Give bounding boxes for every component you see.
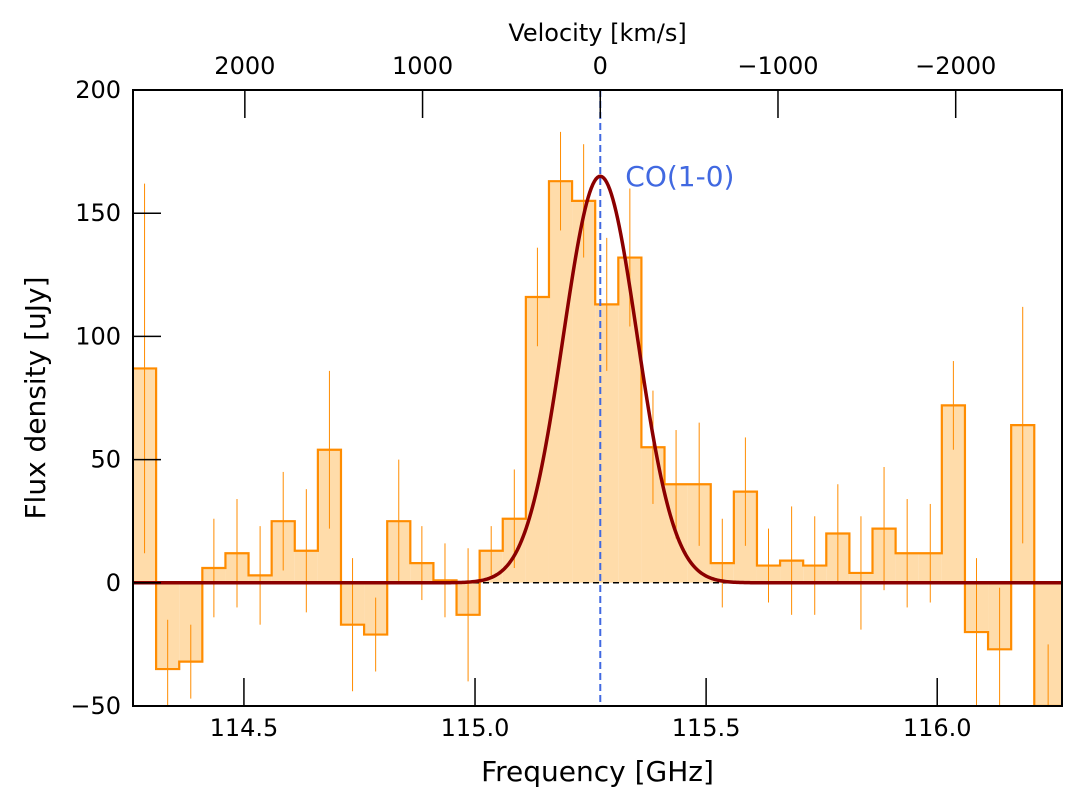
histogram-bar bbox=[641, 447, 665, 583]
y-tick-label: −50 bbox=[70, 692, 121, 720]
x-tick-label: 114.5 bbox=[210, 714, 279, 742]
y-tick-label: 200 bbox=[75, 76, 121, 104]
top-tick-label: 1000 bbox=[392, 52, 453, 80]
gaussian-fit-line bbox=[133, 174, 1062, 585]
y-tick-label: 100 bbox=[75, 322, 121, 350]
histogram-bar bbox=[941, 405, 965, 583]
top-tick-label: 0 bbox=[593, 52, 608, 80]
x-tick-label: 115.5 bbox=[672, 714, 741, 742]
y-tick-label: 0 bbox=[106, 569, 121, 597]
x-axis-title: Frequency [GHz] bbox=[481, 755, 714, 788]
top-axis-title: Velocity [km/s] bbox=[508, 19, 686, 47]
top-tick-label: 2000 bbox=[214, 52, 275, 80]
histogram-bar bbox=[548, 181, 573, 583]
histogram-bar bbox=[572, 200, 596, 583]
histogram-bar bbox=[618, 257, 642, 583]
x-tick-label: 115.0 bbox=[441, 714, 510, 742]
y-tick-label: 150 bbox=[75, 199, 121, 227]
top-tick-label: −1000 bbox=[737, 52, 818, 80]
histogram-bar bbox=[179, 582, 203, 662]
plot-area: CO(1-0) bbox=[133, 90, 1062, 706]
y-tick-label: 50 bbox=[90, 446, 121, 474]
line-label: CO(1-0) bbox=[625, 160, 734, 193]
axes: 114.5 115.0 115.5 116.0 −50 0 50 100 150 200 2000 1… bbox=[70, 52, 996, 742]
top-tick-label: −2000 bbox=[915, 52, 996, 80]
x-tick-label: 116.0 bbox=[903, 714, 972, 742]
spectrum-step-line bbox=[133, 180, 1062, 706]
plot-frame bbox=[132, 89, 1063, 707]
y-axis-title: Flux density [uJy] bbox=[19, 276, 52, 519]
